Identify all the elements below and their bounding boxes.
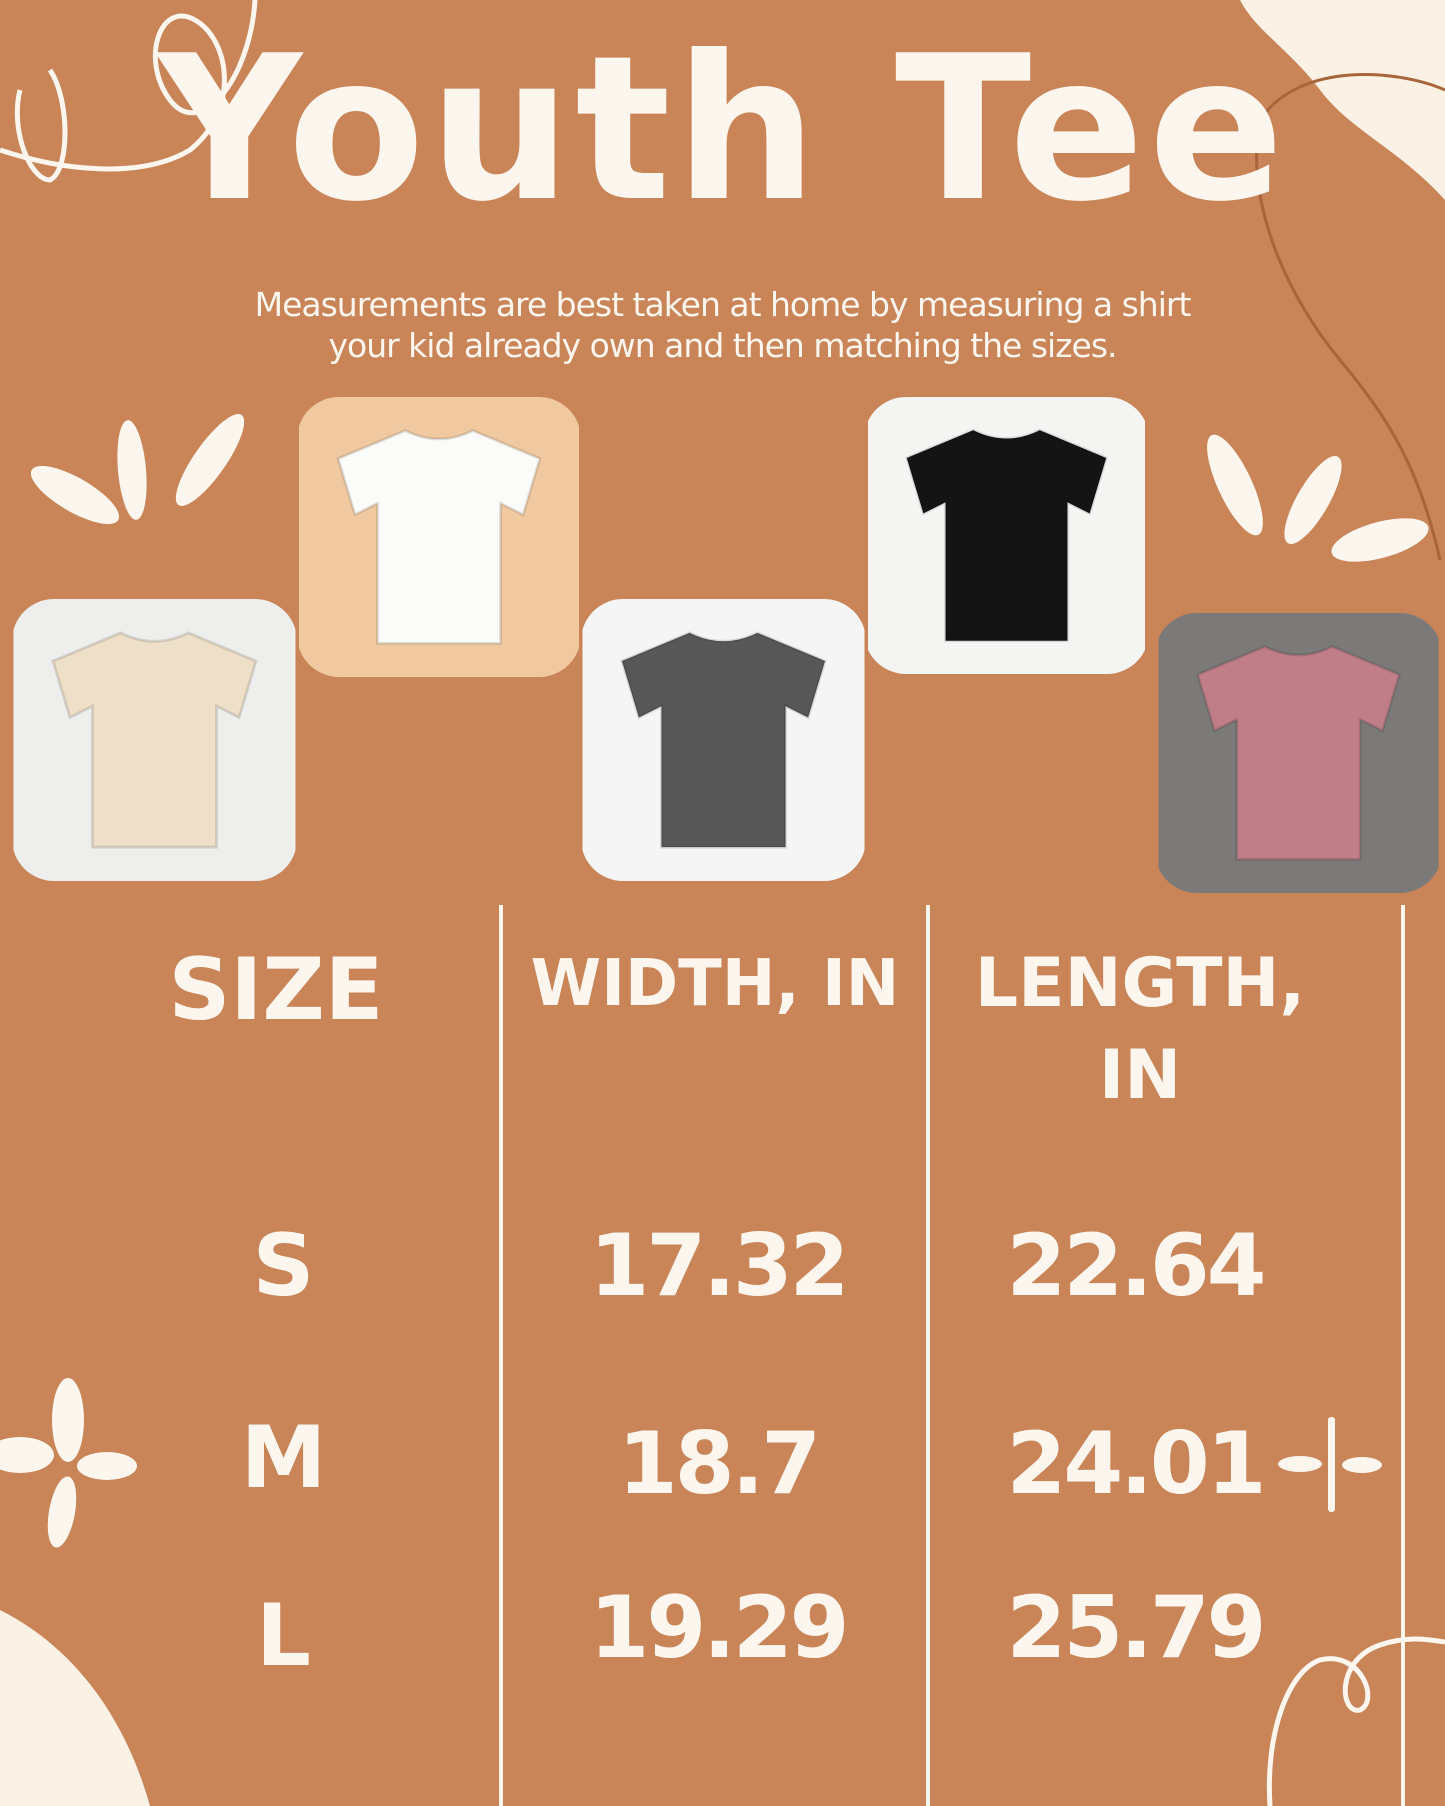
- subtitle-line-2: your kid already own and then matching t…: [328, 326, 1117, 365]
- tshirt-icon: [620, 631, 827, 849]
- header-size: SIZE: [168, 940, 384, 1040]
- photo-gray-tee: [581, 599, 866, 881]
- cell-size: M: [240, 1408, 327, 1508]
- top-right-blob: [1240, 0, 1445, 561]
- header-length: LENGTH,: [974, 944, 1306, 1023]
- photo-white-tee: [297, 397, 581, 677]
- table-divider: [1401, 905, 1405, 1806]
- tshirt-icon: [51, 631, 258, 849]
- cell-size: S: [252, 1216, 315, 1316]
- cell-length: 24.01: [1006, 1414, 1266, 1514]
- cell-width: 17.32: [589, 1216, 849, 1316]
- cell-width: 19.29: [589, 1578, 849, 1678]
- swirl-top-left: [0, 0, 258, 183]
- cell-length: 25.79: [1006, 1578, 1266, 1678]
- bottom-left-blob: [0, 1610, 150, 1806]
- leaf-sprig-left: [30, 414, 245, 525]
- subtitle-line-1: Measurements are best taken at home by m…: [254, 285, 1192, 324]
- photo-beige-tee: [12, 599, 297, 881]
- leaf-sprig-right: [1207, 434, 1429, 562]
- tshirt-icon: [905, 428, 1108, 643]
- page-title: Youth Tee: [156, 13, 1289, 246]
- cell-length: 22.64: [1006, 1216, 1266, 1316]
- header-width: WIDTH, IN: [530, 947, 900, 1021]
- swirl-bottom-right: [1266, 1636, 1445, 1806]
- cell-size: L: [256, 1586, 311, 1686]
- photo-pink-tee: [1155, 613, 1442, 893]
- tshirt-icon: [336, 429, 542, 645]
- table-divider: [499, 905, 503, 1806]
- photo-black-tee: [864, 397, 1149, 674]
- sparkle-right-icon: [1278, 1417, 1382, 1512]
- tshirt-icon: [1195, 645, 1402, 861]
- sparkle-left-icon: [0, 1378, 137, 1548]
- header-length-unit: IN: [1098, 1036, 1182, 1115]
- table-divider: [926, 905, 930, 1806]
- cell-width: 18.7: [617, 1414, 821, 1514]
